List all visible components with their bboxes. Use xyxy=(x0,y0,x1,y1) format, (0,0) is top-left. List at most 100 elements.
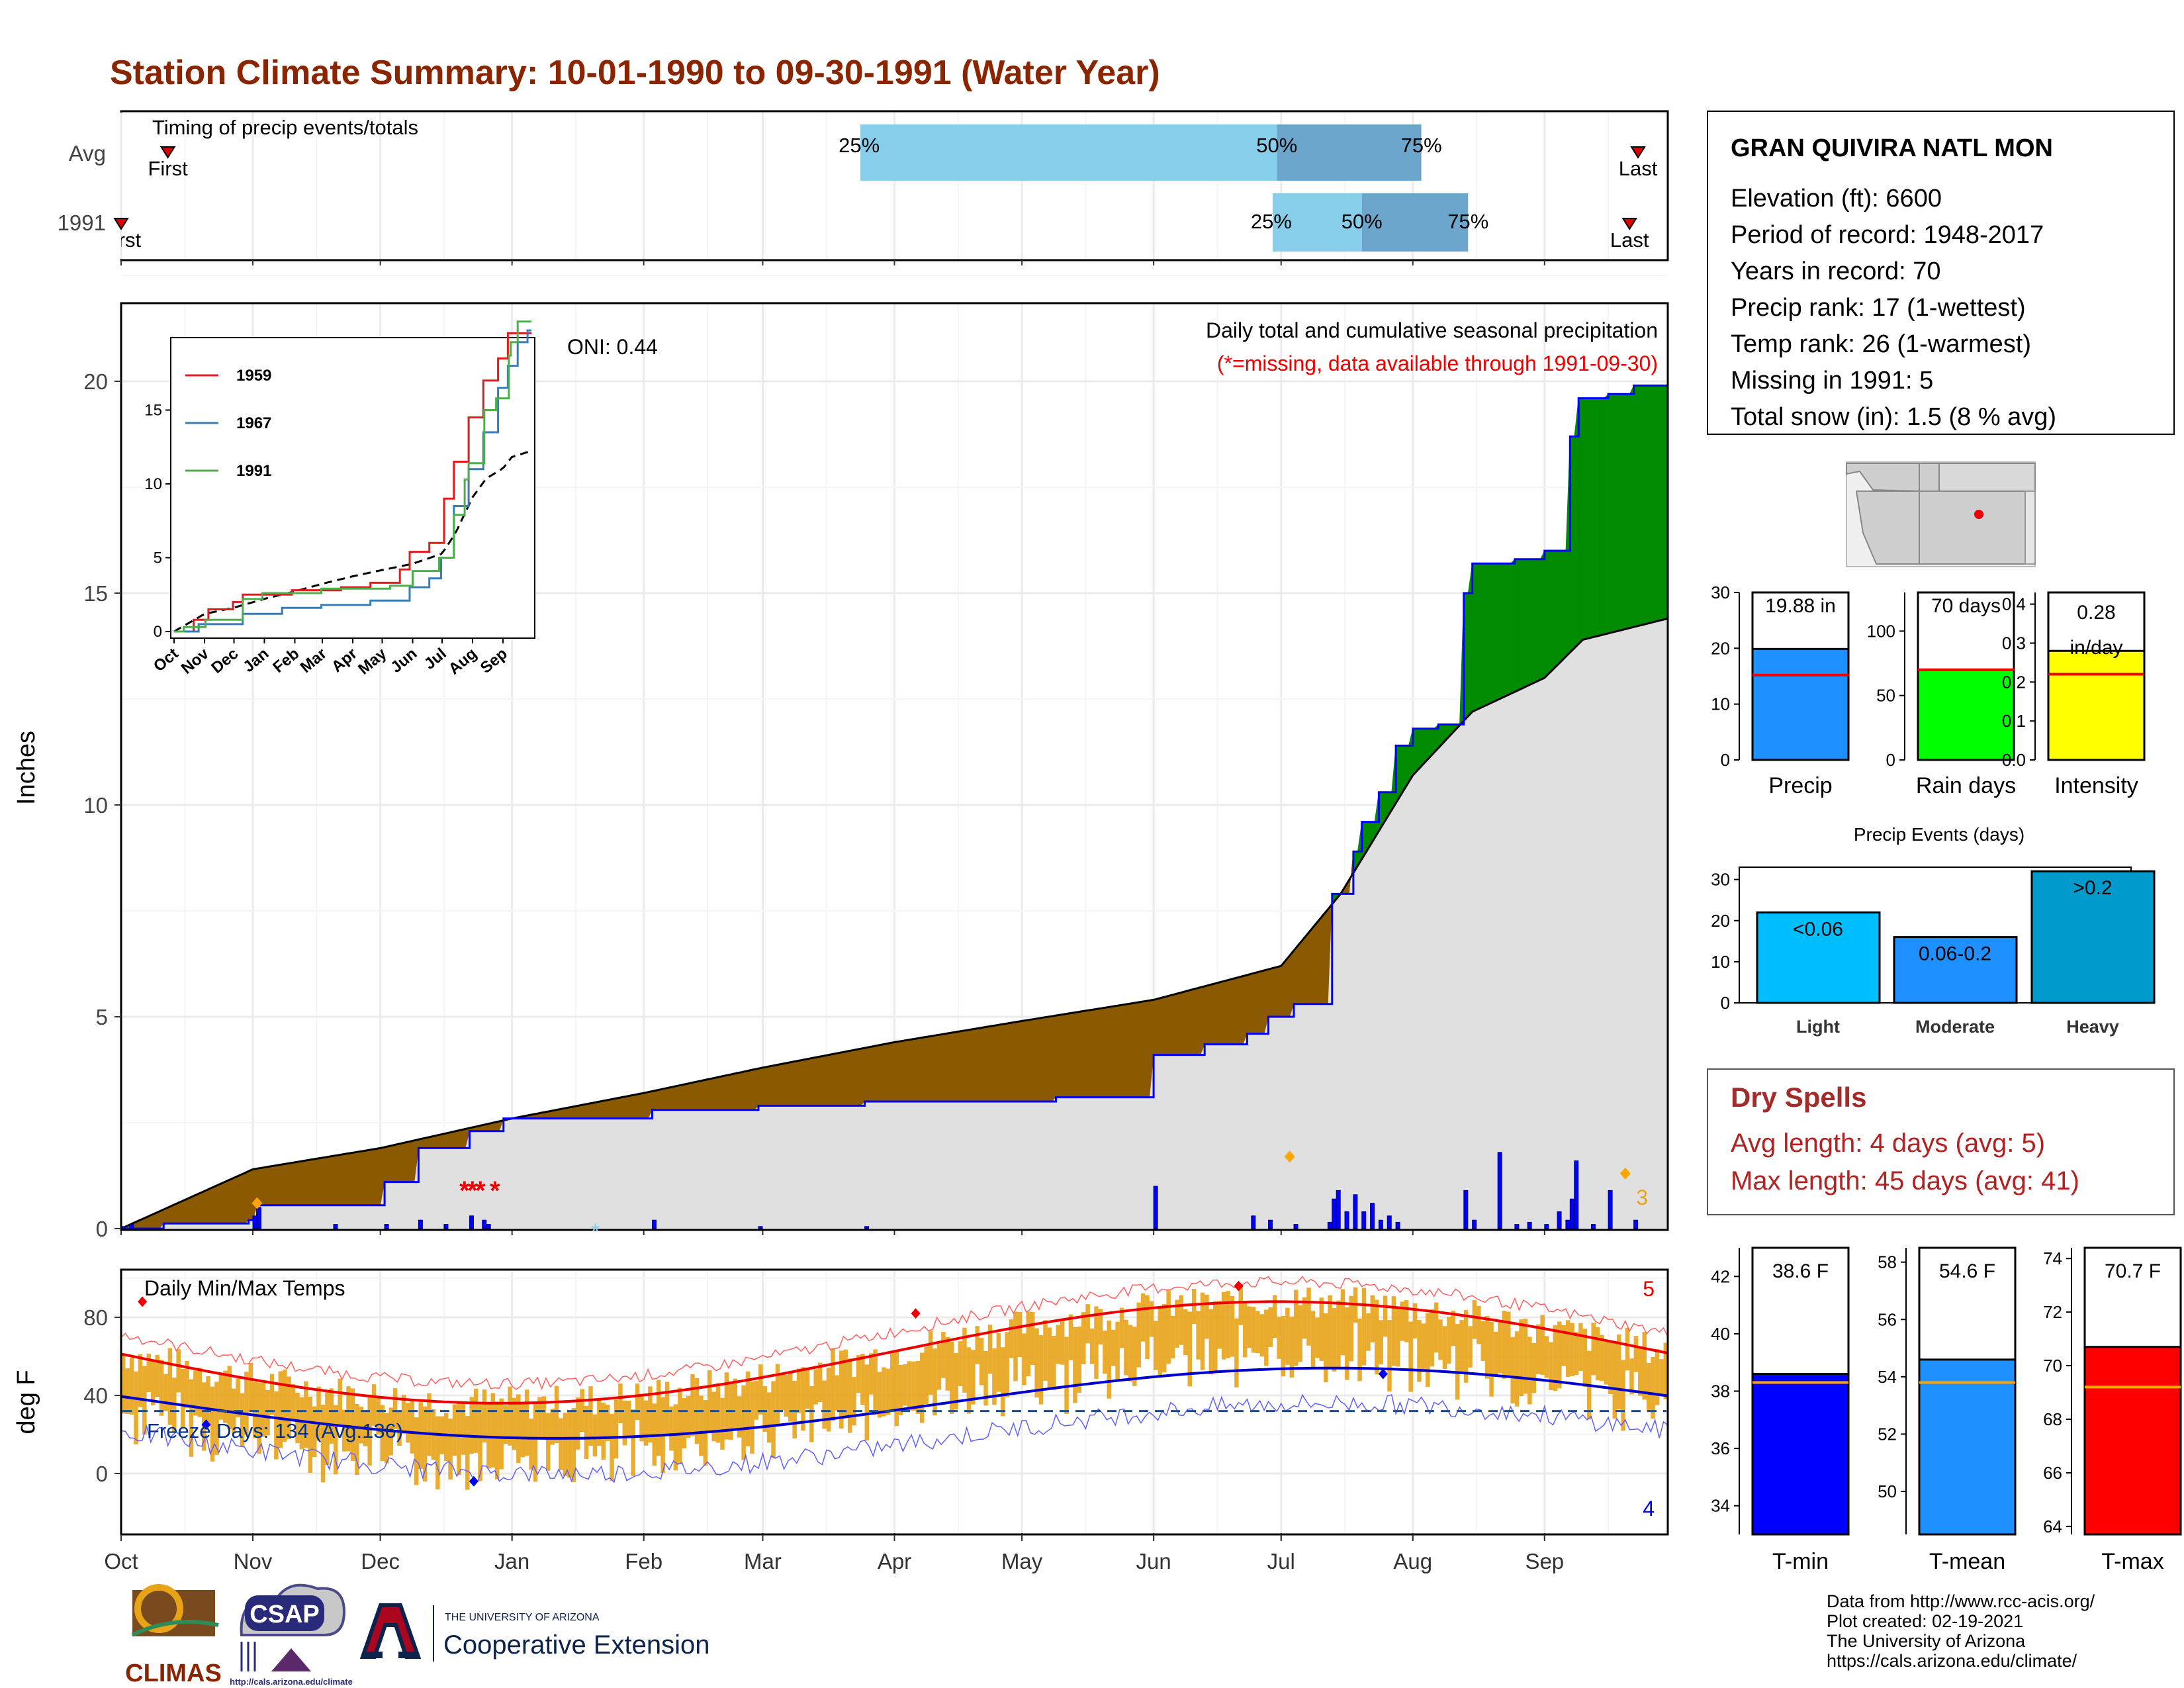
daily-temp-bar xyxy=(1340,1289,1345,1356)
timing-p25-label: 25% xyxy=(839,134,880,157)
summary-tick-label: 10 xyxy=(1711,694,1730,714)
surplus-area xyxy=(1497,563,1502,700)
surplus-area xyxy=(1616,393,1621,632)
intensity-unit: in/day xyxy=(2070,637,2122,659)
deficit-area xyxy=(571,1105,576,1119)
deficit-area xyxy=(958,1030,963,1102)
deficit-area xyxy=(792,1060,797,1106)
summary-tick-label: 30 xyxy=(1711,583,1730,602)
daily-temp-bar xyxy=(835,1375,840,1411)
precip-y-label: Inches xyxy=(13,731,40,805)
deficit-area xyxy=(817,1056,823,1106)
first-label: First xyxy=(148,157,188,180)
deficit-area xyxy=(932,1035,937,1102)
deficit-area xyxy=(193,1194,198,1224)
deficit-area xyxy=(371,1149,377,1206)
tbar-tick-label: 34 xyxy=(1711,1496,1730,1516)
deficit-area xyxy=(1115,1005,1120,1098)
deficit-area xyxy=(218,1182,224,1224)
daily-temp-bar xyxy=(618,1383,623,1424)
station-line-6: Missing in 1991: 5 xyxy=(1731,367,1933,395)
daily-temp-bar xyxy=(1047,1327,1052,1390)
daily-temp-bar xyxy=(1404,1300,1409,1342)
inset-line-1959 xyxy=(174,332,532,633)
tbar-tick-label: 50 xyxy=(1878,1481,1897,1501)
daily-temp-bar xyxy=(1213,1301,1218,1372)
daily-temp-bar xyxy=(1336,1300,1341,1368)
daily-temp-bar xyxy=(304,1381,308,1448)
daily-temp-bar xyxy=(244,1372,249,1435)
daily-temp-bar xyxy=(1655,1348,1660,1405)
daily-temp-bar xyxy=(796,1368,801,1413)
precip-note: Daily total and cumulative seasonal prec… xyxy=(1206,318,1658,342)
intensity-label: Intensity xyxy=(2054,773,2138,798)
temp-y-label: deg F xyxy=(13,1370,40,1434)
tbar-tick-label: 66 xyxy=(2043,1463,2062,1483)
deficit-area xyxy=(852,1049,857,1106)
events-tick-label: 0 xyxy=(1721,993,1730,1013)
deficit-area xyxy=(312,1158,317,1206)
deficit-area xyxy=(979,1027,984,1102)
deficit-area xyxy=(881,1043,886,1102)
snow-marker: * xyxy=(591,1219,600,1244)
tbar-tick-label: 72 xyxy=(2043,1302,2062,1322)
deficit-area xyxy=(886,1043,891,1102)
daily-temp-bar xyxy=(1561,1325,1566,1366)
daily-temp-bar xyxy=(1616,1334,1621,1410)
daily-temp-bar xyxy=(1472,1300,1477,1339)
daily-temp-bar xyxy=(1073,1327,1077,1403)
oni-label: ONI: 0.44 xyxy=(567,335,658,359)
daily-temp-bar xyxy=(1043,1320,1048,1381)
daily-temp-bar xyxy=(282,1369,287,1442)
daily-temp-bar xyxy=(257,1382,261,1454)
deficit-area xyxy=(656,1089,661,1111)
deficit-area xyxy=(745,1070,751,1111)
daily-temp-bar xyxy=(648,1386,653,1443)
temp-count-top: 5 xyxy=(1643,1277,1655,1301)
deficit-area xyxy=(197,1192,203,1224)
deficit-area xyxy=(1132,1002,1137,1098)
ua-big-text: Cooperative Extension xyxy=(443,1630,709,1660)
deficit-area xyxy=(1234,976,1239,1045)
daily-temp-bar xyxy=(414,1417,419,1485)
inset-y-label: 0 xyxy=(154,623,162,641)
month-axis: Oct Nov Dec Jan Feb Mar Apr May Jun Jul Aug Sep xyxy=(104,1534,1564,1573)
daily-temp-bar xyxy=(1277,1317,1281,1359)
daily-temp-bar xyxy=(898,1364,903,1415)
daily-temp-bar xyxy=(631,1409,635,1476)
tmean-bar xyxy=(1918,1358,2017,1536)
deficit-area xyxy=(1272,966,1277,1017)
tmax-value: 70.7 F xyxy=(2105,1260,2161,1282)
daily-temp-bar xyxy=(1612,1342,1617,1419)
surplus-area xyxy=(1527,559,1532,686)
daily-temp-bar xyxy=(1166,1290,1171,1364)
temp-panel: 0 40 80 deg F Daily Min/Max Temps Freeze D… xyxy=(13,1268,1669,1540)
deficit-area xyxy=(1042,1016,1048,1102)
surplus-area xyxy=(1489,563,1494,704)
deficit-area xyxy=(388,1145,394,1182)
daily-temp-bar xyxy=(1238,1285,1244,1325)
daily-temp-bar xyxy=(329,1388,334,1444)
deficit-area xyxy=(206,1188,211,1224)
tbar-tick-label: 36 xyxy=(1711,1438,1730,1458)
deficit-area xyxy=(660,1088,666,1111)
deficit-area xyxy=(635,1094,640,1119)
ua-small-text: THE UNIVERSITY OF ARIZONA xyxy=(445,1612,600,1623)
daily-temp-bar xyxy=(894,1350,899,1427)
timing-row-label-avg: Avg xyxy=(69,141,106,165)
daily-temp-bar xyxy=(954,1353,958,1410)
daily-temp-bar xyxy=(669,1406,674,1451)
surplus-area xyxy=(1612,393,1617,633)
daily-temp-bar xyxy=(189,1379,194,1457)
daily-temp-bar xyxy=(1068,1314,1073,1360)
daily-temp-bar xyxy=(1651,1356,1655,1419)
events-tick-label: 30 xyxy=(1711,870,1730,890)
daily-temp-bar xyxy=(512,1397,517,1450)
csap-logo: CSAP http://cals.arizona.edu/climate xyxy=(230,1583,353,1687)
daily-temp-bar xyxy=(1514,1331,1520,1407)
deficit-area xyxy=(1068,1012,1073,1098)
daily-temp-bar xyxy=(1638,1348,1643,1396)
daily-temp-bar xyxy=(1119,1307,1124,1348)
daily-temp-bar xyxy=(1128,1325,1133,1382)
deficit-area xyxy=(1238,976,1244,1045)
